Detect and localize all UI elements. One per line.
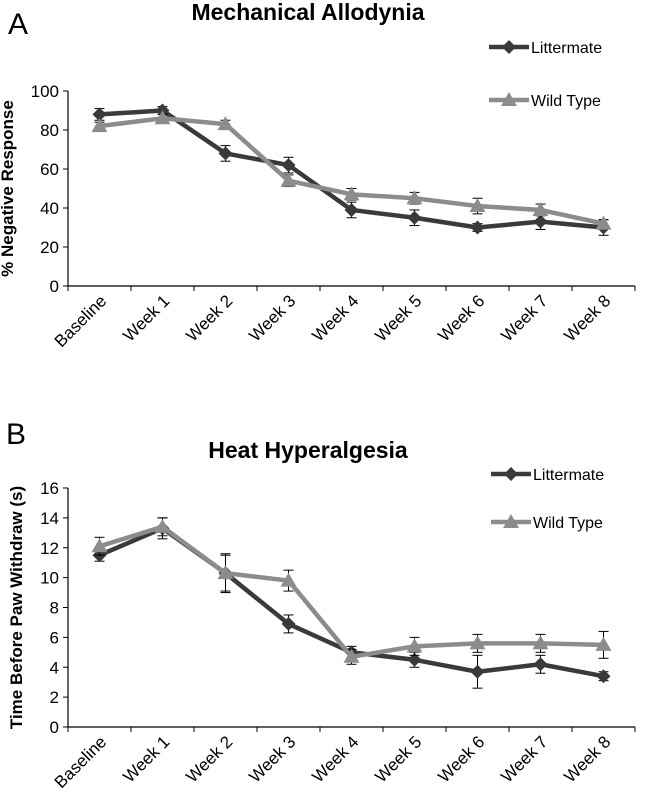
- data-point-triangle: [532, 201, 549, 216]
- y-tick-label: 60: [40, 160, 59, 179]
- data-point-diamond: [533, 214, 548, 229]
- data-point-triangle: [280, 172, 297, 187]
- data-point-triangle: [217, 565, 234, 580]
- data-point-diamond: [533, 657, 548, 672]
- x-tick-label: Week 5: [371, 291, 425, 345]
- chart-title: Heat Hyperalgesia: [208, 437, 408, 463]
- x-tick-label: Week 6: [434, 291, 488, 345]
- data-point-triangle: [154, 110, 171, 125]
- x-tick-label: Week 3: [245, 732, 299, 786]
- panel-a-letter: A: [8, 8, 28, 41]
- data-point-triangle: [91, 538, 108, 553]
- data-point-triangle: [595, 636, 612, 651]
- data-point-triangle: [154, 518, 171, 533]
- y-axis-label: Time Before Paw Withdraw (s): [7, 486, 26, 729]
- data-point-diamond: [281, 616, 296, 631]
- y-tick-label: 2: [50, 688, 59, 707]
- y-tick-label: 20: [40, 238, 59, 257]
- series-line: [98, 524, 604, 660]
- data-point-triangle: [595, 215, 612, 230]
- data-point-triangle: [406, 190, 423, 205]
- legend-item-littermate: Littermate: [489, 40, 602, 57]
- data-point-diamond: [407, 652, 422, 667]
- chart-heat-hyperalgesia: Heat Hyperalgesia Time Before Paw Withdra…: [7, 437, 636, 792]
- legend-label: Wild Type: [531, 93, 601, 110]
- data-point-diamond: [470, 664, 485, 679]
- legend-item-littermate: Littermate: [491, 467, 604, 484]
- x-tick-label: Week 6: [434, 732, 488, 786]
- legend-label: Littermate: [531, 40, 602, 57]
- y-tick-label: 16: [40, 479, 59, 498]
- x-tick-label: Baseline: [51, 291, 111, 351]
- x-tick-label: Week 2: [182, 291, 236, 345]
- x-tick-label: Week 4: [308, 732, 362, 786]
- data-point-triangle: [469, 635, 486, 650]
- y-tick-label: 6: [50, 628, 59, 647]
- legend-label: Wild Type: [533, 515, 603, 532]
- chart-title: Mechanical Allodynia: [191, 0, 424, 25]
- x-tick-label: Week 7: [497, 291, 551, 345]
- y-tick-label: 100: [31, 82, 59, 101]
- y-tick-label: 40: [40, 199, 59, 218]
- y-tick-label: 8: [50, 599, 59, 618]
- legend-marker-triangle: [501, 92, 517, 106]
- data-point-diamond: [470, 220, 485, 235]
- legend-item-wild-type: Wild Type: [489, 92, 601, 110]
- data-point-triangle: [343, 648, 360, 663]
- data-point-diamond: [92, 107, 107, 122]
- y-tick-label: 14: [40, 509, 59, 528]
- x-tick-label: Week 1: [119, 291, 173, 345]
- x-tick-label: Week 8: [560, 291, 614, 345]
- y-axis-label: % Negative Response: [0, 100, 17, 277]
- legend-label: Littermate: [533, 467, 604, 484]
- legend-marker-triangle: [503, 514, 519, 528]
- y-tick-label: 10: [40, 569, 59, 588]
- series-wild-type: [91, 517, 612, 665]
- legend-marker-diamond: [504, 467, 518, 481]
- x-tick-label: Week 8: [560, 732, 614, 786]
- x-tick-label: Week 5: [371, 732, 425, 786]
- legend-marker-diamond: [502, 40, 516, 54]
- series-wild-type: [91, 110, 612, 230]
- data-point-triangle: [217, 116, 234, 131]
- data-point-diamond: [281, 158, 296, 173]
- data-point-triangle: [406, 638, 423, 653]
- data-point-diamond: [344, 202, 359, 217]
- x-tick-label: Week 2: [182, 732, 236, 786]
- data-point-diamond: [596, 669, 611, 684]
- data-point-triangle: [469, 198, 486, 213]
- x-tick-label: Week 1: [119, 732, 173, 786]
- y-tick-label: 4: [50, 658, 59, 677]
- data-point-diamond: [407, 210, 422, 225]
- chart-mechanical-allodynia: Mechanical Allodynia % Negative Response 0…: [0, 0, 636, 351]
- data-point-triangle: [280, 572, 297, 587]
- panel-b-letter: B: [6, 418, 26, 451]
- y-tick-label: 0: [50, 718, 59, 737]
- legend-item-wild-type: Wild Type: [491, 514, 603, 532]
- x-tick-label: Week 4: [308, 291, 362, 345]
- y-tick-label: 0: [50, 277, 59, 296]
- data-point-triangle: [532, 635, 549, 650]
- y-tick-label: 80: [40, 121, 59, 140]
- x-tick-label: Week 7: [497, 732, 551, 786]
- data-point-diamond: [218, 146, 233, 161]
- data-point-triangle: [343, 186, 360, 201]
- x-tick-label: Week 3: [245, 291, 299, 345]
- x-tick-label: Baseline: [51, 732, 111, 792]
- data-point-triangle: [91, 118, 108, 133]
- y-tick-label: 12: [40, 539, 59, 558]
